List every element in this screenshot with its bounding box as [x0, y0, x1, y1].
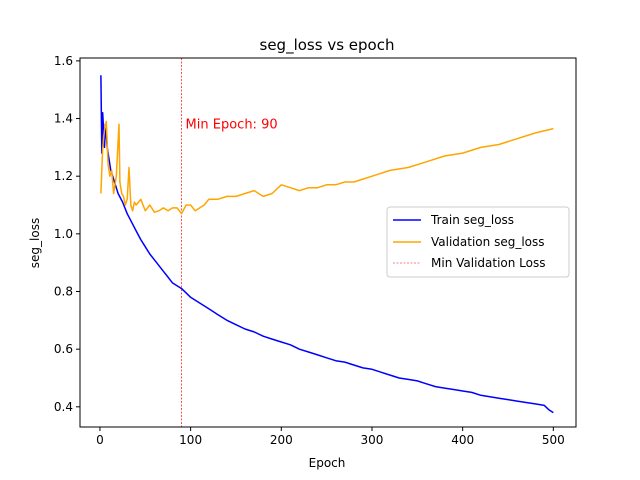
y-axis-label: seg_loss	[28, 218, 42, 268]
y-tick-label-1: 1.0	[54, 227, 73, 241]
train-loss-line	[100, 75, 554, 414]
legend-box	[386, 206, 570, 278]
x-tick-label-300: 300	[361, 433, 384, 447]
plot-frame	[79, 57, 577, 428]
x-tick-label-100: 100	[179, 433, 202, 447]
y-tick-label-0-6: 0.6	[54, 342, 73, 356]
x-tick-label-200: 200	[270, 433, 293, 447]
plot-area: Min Epoch: 90 0 100 200 300 400 500 0.4 0.6 0.8 1.…	[54, 54, 577, 447]
y-tick-label-1-2: 1.2	[54, 169, 73, 183]
legend-train-label: Train seg_loss	[430, 213, 514, 227]
y-tick-label-1-4: 1.4	[54, 112, 73, 126]
x-tick-label-500: 500	[542, 433, 565, 447]
legend-validation-label: Validation seg_loss	[431, 235, 545, 249]
x-axis-label: Epoch	[309, 456, 346, 470]
chart-title: seg_loss vs epoch	[260, 36, 395, 55]
validation-loss-line	[100, 120, 554, 215]
y-tick-label-0-8: 0.8	[54, 285, 73, 299]
x-tick-label-400: 400	[451, 433, 474, 447]
y-tick-label-1-6: 1.6	[54, 54, 73, 68]
min-epoch-annotation: Min Epoch: 90	[186, 117, 278, 132]
legend: Train seg_loss Validation seg_loss Min V…	[386, 206, 570, 278]
legend-min-line-label: Min Validation Loss	[431, 256, 546, 270]
x-tick-label-0: 0	[96, 433, 104, 447]
y-tick-label-0-4: 0.4	[54, 400, 73, 414]
